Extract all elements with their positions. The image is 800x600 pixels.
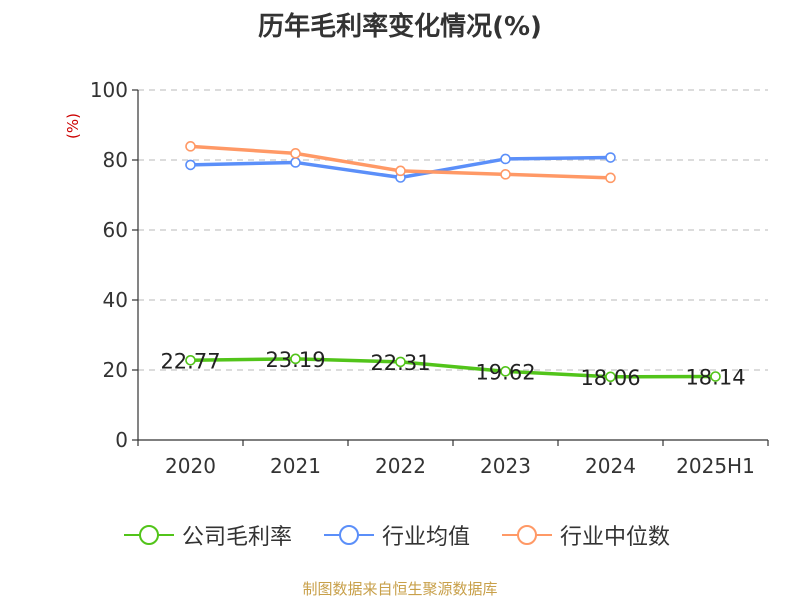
data-labels: 22.77 23.19 22.31 19.62 18.06 18.14 [160,348,745,390]
data-point [395,356,406,368]
legend-marker-icon [502,525,552,545]
data-point [605,172,616,184]
data-point [500,153,511,165]
data-point [185,159,196,171]
x-tick-label: 2020 [165,454,216,478]
x-tick-label: 2025H1 [676,454,755,478]
data-point [710,371,721,382]
data-label: 22.77 [160,349,220,373]
data-label: 18.14 [685,366,745,390]
x-tick-label: 2022 [375,454,426,478]
legend-item-industry-median[interactable]: 行业中位数 [500,520,670,550]
data-point [395,165,406,177]
data-point [290,157,301,168]
data-point [290,353,301,365]
grid-lines [138,89,768,371]
data-point [500,366,511,377]
x-tick-label: 2023 [480,454,531,478]
legend-marker-icon [324,525,374,545]
x-tick-label: 2021 [270,454,321,478]
legend-label: 行业均值 [382,525,471,550]
y-tick-label: 20 [103,358,128,382]
legend-label: 行业中位数 [560,525,671,550]
data-point [290,148,301,159]
data-label: 19.62 [475,360,535,384]
data-point [185,141,196,152]
legend-marker-icon [124,525,174,545]
series-line [190,357,716,379]
axes: 0 20 40 60 80 100 2020 2021 2022 2023 2024 2025H1 [90,78,769,478]
data-label: 18.06 [580,366,640,390]
legend-item-industry-mean[interactable]: 行业均值 [322,520,470,550]
data-point [185,355,196,366]
y-tick-label: 100 [90,78,128,102]
series-lines [185,141,721,383]
data-label: 23.19 [265,348,325,372]
y-tick-label: 0 [115,428,128,452]
data-label: 22.31 [370,351,430,375]
y-tick-label: 40 [103,288,128,312]
legend-label: 公司毛利率 [182,525,293,550]
legend-item-company[interactable]: 公司毛利率 [122,520,292,550]
x-tick-label: 2024 [585,454,636,478]
data-source-note: 制图数据来自恒生聚源数据库 [302,580,498,598]
data-point [605,371,616,383]
y-tick-label: 80 [103,148,128,172]
chart-title: 历年毛利率变化情况(%) [258,12,542,42]
data-point [500,169,511,180]
y-axis-label: (%) [64,113,82,139]
data-point [605,152,616,163]
y-tick-label: 60 [103,218,128,242]
